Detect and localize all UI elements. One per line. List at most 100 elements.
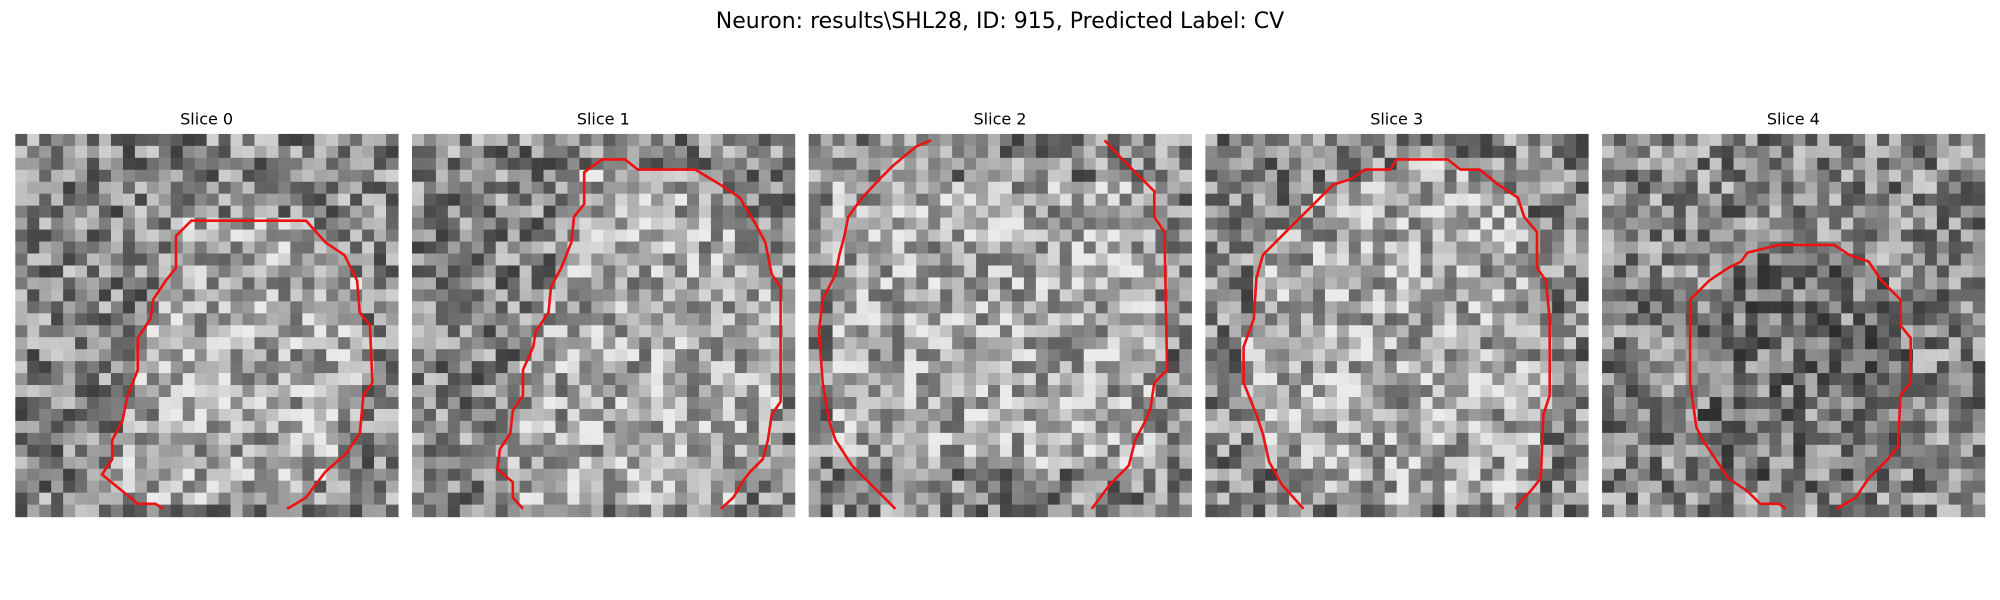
pixel <box>567 169 581 183</box>
pixel <box>254 289 268 302</box>
pixel <box>1071 456 1085 470</box>
pixel <box>758 361 772 374</box>
pixel <box>302 361 315 374</box>
pixel <box>134 492 148 506</box>
pixel <box>435 373 449 386</box>
pixel <box>1841 265 1854 279</box>
pixel <box>1697 241 1711 255</box>
pixel <box>603 289 616 302</box>
pixel <box>1492 193 1505 207</box>
pixel <box>1432 313 1446 326</box>
pixel <box>507 468 521 482</box>
pixel <box>1853 277 1866 290</box>
pixel <box>615 313 628 326</box>
pixel <box>1613 444 1627 458</box>
pixel <box>411 157 425 171</box>
pixel <box>1289 504 1302 518</box>
pixel <box>290 420 303 434</box>
pixel <box>374 385 387 398</box>
pixel <box>1047 253 1061 267</box>
pixel <box>543 265 557 279</box>
pixel <box>471 277 485 290</box>
pixel <box>1865 217 1878 231</box>
pixel <box>844 325 858 338</box>
pixel <box>146 265 160 279</box>
pixel <box>278 241 291 255</box>
pixel <box>1817 349 1830 362</box>
pixel <box>1312 337 1326 350</box>
pixel <box>1348 397 1362 410</box>
pixel <box>1936 361 1950 374</box>
pixel <box>411 145 425 159</box>
pixel <box>386 349 399 362</box>
pixel <box>483 313 497 326</box>
pixel <box>603 408 616 422</box>
pixel <box>1673 145 1687 159</box>
pixel <box>75 444 88 458</box>
pixel <box>1480 289 1493 302</box>
pixel <box>374 361 387 374</box>
pixel <box>122 217 136 231</box>
pixel <box>856 337 870 350</box>
pixel <box>230 468 244 482</box>
pixel <box>302 408 315 422</box>
pixel <box>1661 229 1675 243</box>
pixel <box>519 397 533 410</box>
pixel <box>1817 397 1830 410</box>
pixel <box>242 397 256 410</box>
pixel <box>758 133 772 147</box>
pixel <box>1924 385 1938 398</box>
pixel <box>675 432 688 446</box>
pixel <box>1697 217 1711 231</box>
pixel <box>1217 181 1230 195</box>
pixel <box>1035 373 1049 386</box>
pixel <box>1757 277 1771 290</box>
pixel <box>579 193 592 207</box>
pixel <box>543 361 557 374</box>
pixel <box>1936 133 1950 147</box>
pixel <box>1504 229 1517 243</box>
pixel <box>1336 205 1350 219</box>
pixel <box>1685 337 1699 350</box>
pixel <box>1047 504 1061 518</box>
pixel <box>134 313 148 326</box>
pixel <box>374 241 387 255</box>
pixel <box>1528 277 1541 290</box>
pixel <box>447 444 461 458</box>
pixel <box>1889 229 1902 243</box>
pixel <box>567 157 581 171</box>
pixel <box>158 169 172 183</box>
pixel <box>567 133 581 147</box>
pixel <box>1360 241 1374 255</box>
pixel <box>1155 504 1169 518</box>
pixel <box>374 504 387 518</box>
pixel <box>1119 480 1133 494</box>
pixel <box>314 349 327 362</box>
pixel <box>1071 468 1085 482</box>
pixel <box>531 181 545 195</box>
pixel <box>15 133 28 147</box>
pixel <box>471 145 485 159</box>
pixel <box>675 349 688 362</box>
pixel <box>1229 313 1242 326</box>
pixel <box>63 313 76 326</box>
pixel <box>928 181 941 195</box>
pixel <box>1649 289 1663 302</box>
pixel <box>1576 468 1589 482</box>
pixel <box>1229 504 1242 518</box>
pixel <box>1095 456 1109 470</box>
pixel <box>1289 205 1302 219</box>
pixel <box>1432 217 1446 231</box>
contour <box>1242 158 1551 510</box>
pixel <box>615 265 628 279</box>
pixel <box>1781 229 1794 243</box>
pixel <box>1504 253 1517 267</box>
pixel <box>1912 337 1926 350</box>
pixel <box>1312 444 1326 458</box>
pixel <box>206 408 220 422</box>
pixel <box>1155 133 1169 147</box>
pixel <box>483 265 497 279</box>
pixel <box>1793 325 1806 338</box>
pixel <box>710 193 724 207</box>
pixel <box>555 217 569 231</box>
